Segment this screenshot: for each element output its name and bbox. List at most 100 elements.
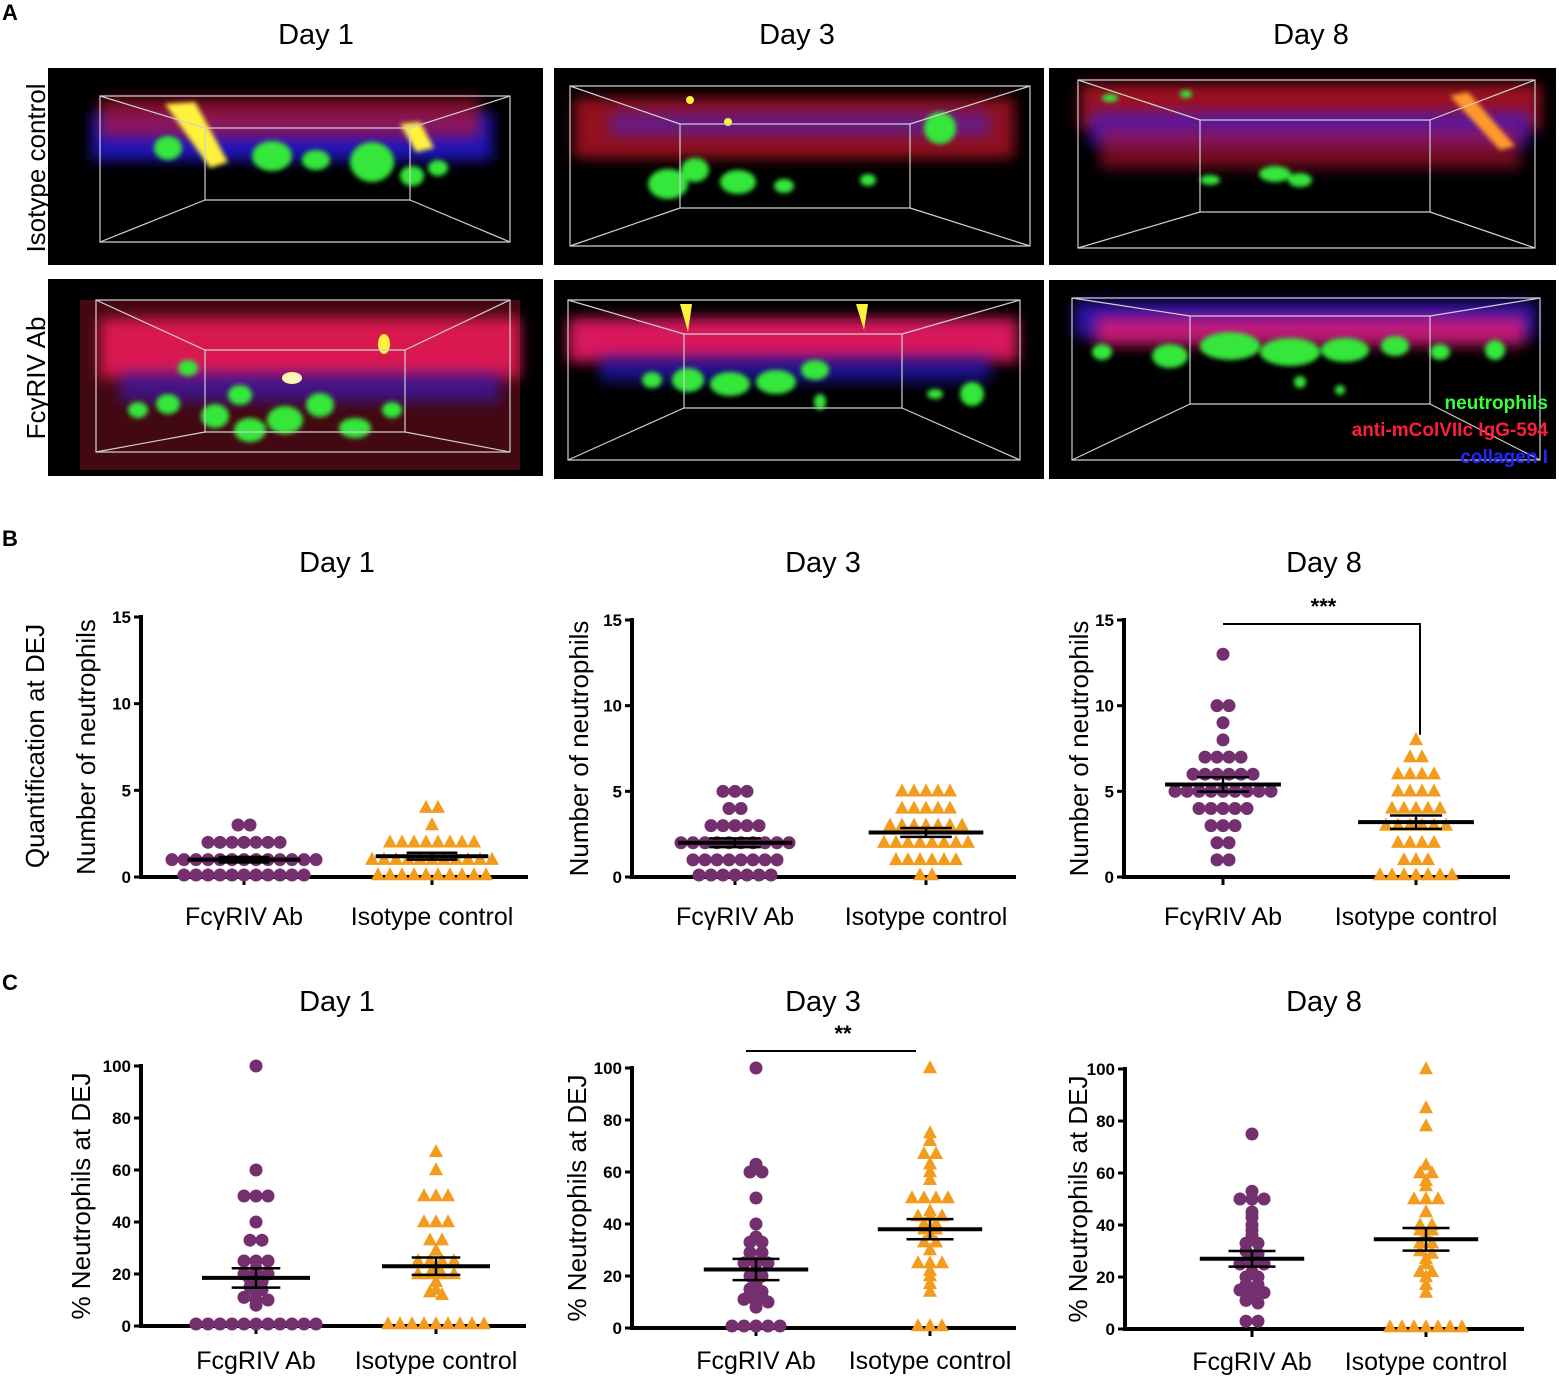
data-point (1421, 867, 1435, 881)
data-point (743, 1287, 757, 1301)
data-point (165, 853, 179, 867)
x-category-label: FcgRIV Ab (696, 1347, 816, 1375)
data-point (1391, 817, 1405, 831)
data-point (686, 853, 700, 867)
data-point (189, 1317, 203, 1331)
data-point (761, 1319, 775, 1333)
significance-bracket (1223, 623, 1421, 735)
data-point (929, 1190, 943, 1204)
panel-a-col-title-day3: Day 3 (759, 19, 835, 51)
data-point (189, 868, 203, 882)
data-point (740, 868, 754, 882)
data-point (923, 1242, 937, 1256)
data-point (749, 1061, 763, 1075)
data-point (913, 834, 927, 848)
data-point (237, 835, 251, 849)
data-point (437, 851, 451, 865)
data-point (901, 834, 915, 848)
data-point (1222, 853, 1236, 867)
data-point (1391, 834, 1405, 848)
data-point (749, 1300, 763, 1314)
y-tick-label: 15 (603, 611, 622, 630)
data-point (1168, 784, 1182, 798)
panel-label-c: C (2, 970, 18, 995)
data-point (737, 1319, 751, 1333)
data-point (770, 853, 784, 867)
data-point (743, 1246, 757, 1260)
data-point (261, 1317, 275, 1331)
data-point (1239, 1278, 1253, 1292)
x-category-label: Isotype control (1345, 1348, 1508, 1376)
y-tick-label: 15 (1095, 611, 1114, 630)
data-point (923, 1255, 937, 1269)
data-point (1228, 801, 1242, 815)
y-tick-label: 80 (1096, 1112, 1115, 1131)
data-point (477, 1316, 491, 1330)
y-axis-label: % Neutrophils at DEJ (1063, 1075, 1093, 1322)
data-point (716, 784, 730, 798)
data-point (429, 1274, 443, 1287)
data-point (435, 1287, 449, 1300)
data-point (201, 868, 215, 882)
y-tick-label: 15 (112, 608, 131, 627)
data-point (309, 853, 323, 867)
data-point (1379, 817, 1393, 831)
data-point (1245, 1210, 1259, 1224)
data-point (473, 851, 487, 865)
data-point (919, 800, 933, 814)
data-point (423, 1284, 437, 1298)
data-point (285, 1317, 299, 1331)
data-point (441, 1214, 455, 1228)
data-point (1425, 1165, 1439, 1179)
data-point (377, 851, 391, 865)
data-point (917, 1146, 931, 1159)
data-point (383, 834, 397, 848)
data-point (1407, 1319, 1421, 1333)
data-point (429, 1214, 443, 1228)
data-point (467, 867, 481, 881)
data-point (225, 868, 239, 882)
data-point (1415, 783, 1429, 797)
data-point (889, 834, 903, 848)
data-point (1246, 767, 1260, 781)
chart-c-day8: Day 8 % Neutrophils at DEJ 0 20 40 60 80 100 Fcg… (1063, 986, 1524, 1376)
chart-title: Day 3 (785, 986, 861, 1018)
data-point (1397, 852, 1411, 866)
data-point (441, 1316, 455, 1330)
data-point (919, 783, 933, 797)
data-point (755, 1235, 769, 1249)
data-point (261, 1189, 275, 1203)
y-tick-label: 40 (112, 1213, 131, 1232)
data-point (237, 1189, 251, 1203)
data-point (1245, 1223, 1259, 1237)
panel-a-col-title-day1: Day 1 (278, 19, 354, 51)
data-point (925, 867, 939, 881)
data-point (917, 1190, 931, 1204)
data-point (1439, 817, 1453, 831)
y-axis-label: Number of neutrophils (1064, 621, 1094, 877)
data-point (1251, 1314, 1265, 1328)
data-point (1425, 1245, 1439, 1259)
data-point (1419, 1277, 1433, 1290)
data-point (1216, 801, 1230, 815)
data-point (237, 1290, 251, 1304)
data-point (1385, 867, 1399, 881)
data-point (1245, 1184, 1259, 1198)
data-point (907, 783, 921, 797)
y-tick-label: 80 (603, 1111, 622, 1130)
legend-collagen-i: collagen I (1460, 447, 1548, 468)
data-point (895, 800, 909, 814)
y-tick-label: 0 (122, 868, 131, 887)
data-point (929, 1146, 943, 1159)
data-point (740, 784, 754, 798)
data-point (467, 834, 481, 848)
y-axis-label: % Neutrophils at DEJ (66, 1072, 96, 1319)
data-point (1222, 699, 1236, 713)
data-point (393, 1316, 407, 1330)
x-category-label: FcγRIV Ab (676, 903, 794, 931)
data-point (425, 817, 439, 831)
data-point (734, 853, 748, 867)
significance-stars: ** (834, 1021, 852, 1046)
chart-title: Day 8 (1286, 986, 1362, 1018)
data-point (261, 868, 275, 882)
